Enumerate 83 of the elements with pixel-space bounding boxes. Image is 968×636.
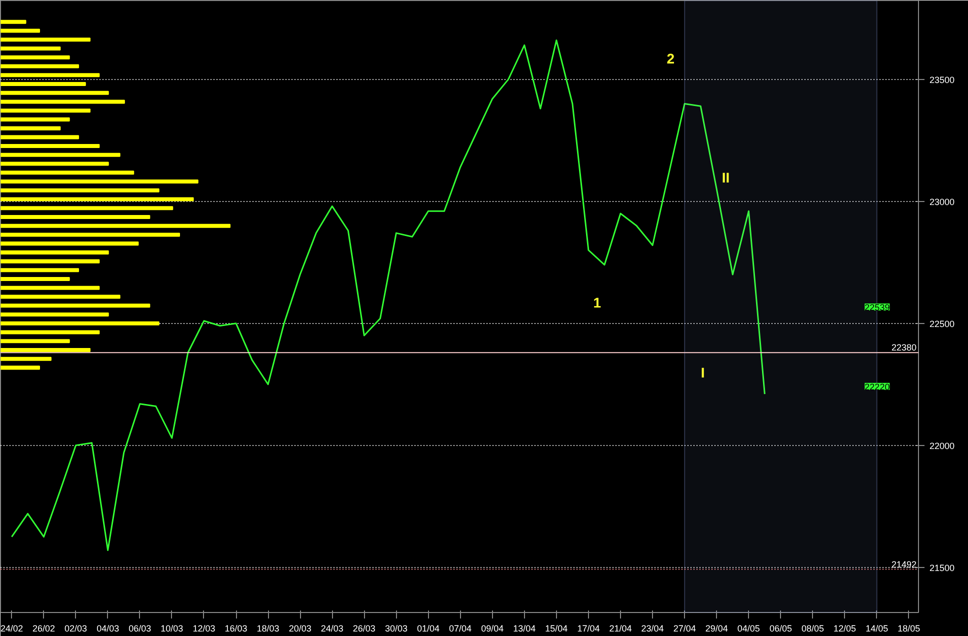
bar bbox=[0, 330, 100, 334]
x-tick-label: 12/05 bbox=[834, 624, 856, 634]
bar bbox=[0, 356, 52, 361]
bar bbox=[0, 188, 160, 192]
bar bbox=[0, 64, 80, 68]
x-tick-label: 16/03 bbox=[224, 624, 248, 634]
x-tick-label: 10/03 bbox=[160, 624, 184, 634]
bar bbox=[0, 339, 70, 344]
bar bbox=[0, 268, 80, 272]
x-tick-label: 24/02 bbox=[0, 624, 24, 634]
x-tick-label: 18/05 bbox=[898, 624, 920, 634]
bar bbox=[0, 38, 91, 42]
bar bbox=[0, 117, 70, 122]
x-tick-label: 12/03 bbox=[192, 624, 216, 634]
annotation: 22220 bbox=[864, 382, 890, 392]
bar bbox=[0, 152, 120, 157]
annotation: 22539 bbox=[864, 302, 890, 313]
bar bbox=[0, 224, 230, 228]
x-tick-label: 06/05 bbox=[769, 624, 792, 634]
bar bbox=[0, 214, 150, 219]
bar bbox=[0, 286, 100, 290]
bar bbox=[0, 180, 198, 184]
x-tick-label: 09/04 bbox=[481, 624, 504, 634]
y-tick-label: 23500 bbox=[930, 74, 955, 85]
x-tick-label: 04/05 bbox=[737, 624, 760, 634]
bar bbox=[0, 206, 174, 210]
annotation: 2 bbox=[666, 50, 675, 66]
x-tick-label: 06/03 bbox=[128, 624, 152, 634]
bar bbox=[0, 312, 109, 317]
x-tick-label: 08/05 bbox=[802, 624, 824, 634]
bar bbox=[0, 277, 70, 282]
x-tick-label: 15/04 bbox=[545, 624, 568, 634]
x-tick-label: 21/04 bbox=[609, 624, 632, 634]
bar bbox=[0, 82, 86, 86]
bar bbox=[0, 162, 109, 166]
x-tick-label: 26/02 bbox=[32, 624, 56, 634]
ref-line-label: 21492 bbox=[891, 559, 917, 570]
bar bbox=[0, 250, 109, 254]
y-tick-label: 23000 bbox=[930, 196, 955, 207]
bar bbox=[0, 46, 61, 51]
bar bbox=[0, 100, 125, 104]
x-tick-label: 04/03 bbox=[96, 624, 120, 634]
x-tick-label: 24/03 bbox=[320, 624, 344, 634]
x-tick-label: 23/04 bbox=[641, 624, 664, 634]
bar bbox=[0, 259, 100, 264]
bar bbox=[0, 321, 160, 326]
bar bbox=[0, 28, 40, 33]
bar bbox=[0, 170, 134, 175]
x-tick-label: 02/03 bbox=[64, 624, 88, 634]
x-tick-label: 27/04 bbox=[673, 624, 696, 634]
x-tick-label: 13/04 bbox=[513, 624, 536, 634]
bar bbox=[0, 73, 100, 78]
bar bbox=[0, 294, 120, 299]
bar bbox=[0, 197, 194, 202]
bar bbox=[0, 304, 150, 308]
bar bbox=[0, 90, 109, 95]
x-tick-label: 26/03 bbox=[352, 624, 376, 634]
bar bbox=[0, 232, 180, 237]
bar bbox=[0, 55, 70, 60]
bar bbox=[0, 366, 40, 370]
y-tick-label: 22000 bbox=[930, 440, 955, 451]
line-series bbox=[10, 40, 766, 552]
bar bbox=[0, 242, 139, 246]
annotation: I bbox=[700, 364, 705, 381]
x-tick-label: 17/04 bbox=[577, 624, 600, 634]
x-tick-label: 07/04 bbox=[449, 624, 472, 634]
x-tick-label: 30/03 bbox=[384, 624, 408, 634]
bar bbox=[0, 135, 80, 140]
x-tick-label: 01/04 bbox=[417, 624, 440, 634]
annotation: II bbox=[722, 170, 730, 186]
bar bbox=[0, 144, 100, 148]
bar bbox=[0, 348, 91, 352]
bar bbox=[0, 126, 61, 130]
ref-line-label: 22380 bbox=[891, 342, 917, 353]
x-tick-label: 29/04 bbox=[705, 624, 728, 634]
bar bbox=[0, 20, 26, 24]
bar bbox=[0, 108, 91, 113]
x-tick-label: 14/05 bbox=[866, 624, 888, 634]
x-tick-label: 18/03 bbox=[256, 624, 280, 634]
x-tick-label: 20/03 bbox=[288, 624, 312, 634]
annotation: 1 bbox=[593, 294, 602, 310]
y-tick-label: 22500 bbox=[930, 318, 955, 329]
y-tick-label: 21500 bbox=[930, 562, 955, 573]
